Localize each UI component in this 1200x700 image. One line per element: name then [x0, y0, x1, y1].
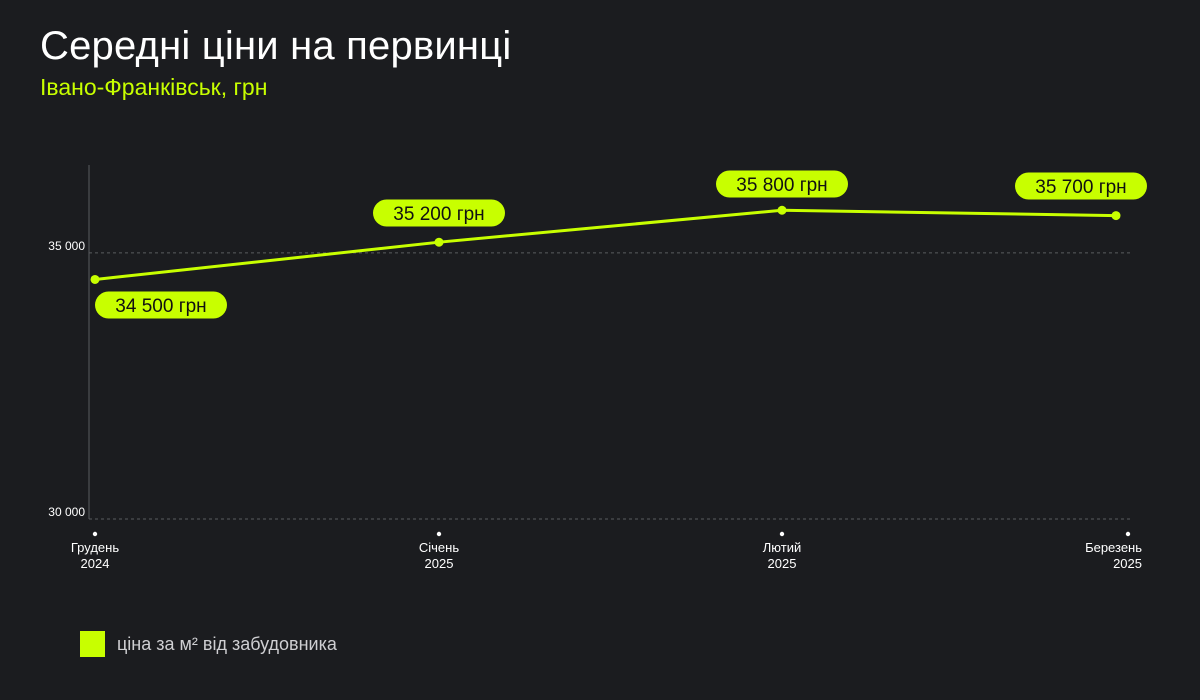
data-label-pill — [716, 170, 848, 198]
y-tick-label: 35 000 — [48, 239, 85, 253]
chart-title: Середні ціни на первинці — [40, 24, 512, 68]
x-tick-label: Березень — [1085, 540, 1142, 555]
data-label: 35 700 грн — [1015, 172, 1147, 200]
x-tick-dot — [779, 531, 785, 537]
x-tick-label-year: 2025 — [768, 556, 797, 571]
x-tick-label: Лютий — [763, 540, 801, 555]
x-tick-label: Січень — [419, 540, 459, 555]
data-label: 35 200 грн — [373, 199, 505, 227]
legend-label: ціна за м² від забудовника — [117, 633, 337, 654]
x-tick-dot — [1125, 531, 1131, 537]
data-label-text: 35 700 грн — [1035, 177, 1126, 198]
data-point — [1111, 211, 1121, 221]
data-label-text: 35 200 грн — [393, 204, 484, 225]
chart-subtitle: Івано-Франківськ, грн — [40, 74, 268, 100]
data-point — [777, 205, 787, 215]
x-tick-label-year: 2025 — [1113, 556, 1142, 571]
x-tick-label: Грудень — [71, 540, 119, 555]
data-label-pill — [373, 199, 505, 227]
x-tick-label-year: 2024 — [81, 556, 110, 571]
data-label: 35 800 грн — [716, 170, 848, 198]
x-tick-dot — [436, 531, 442, 537]
data-label-pill — [95, 291, 227, 319]
data-point — [434, 237, 444, 247]
legend: ціна за м² від забудовника — [80, 631, 337, 657]
data-label-text: 35 800 грн — [736, 175, 827, 196]
data-label: 34 500 грн — [95, 291, 227, 319]
x-tick-label-year: 2025 — [425, 556, 454, 571]
data-label-pill — [1015, 172, 1147, 200]
y-tick-label: 30 000 — [48, 505, 85, 519]
legend-swatch — [80, 631, 105, 657]
x-tick-dot — [92, 531, 98, 537]
series-line — [93, 208, 1118, 281]
data-label-text: 34 500 грн — [115, 296, 206, 317]
data-point — [90, 274, 100, 284]
